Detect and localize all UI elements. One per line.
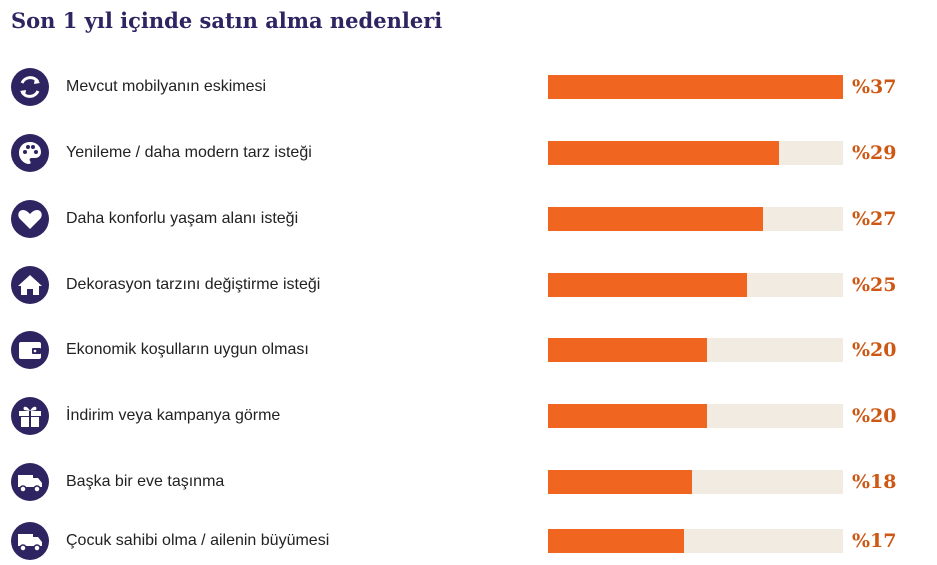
- chart-row: Çocuk sahibi olma / ailenin büyümesi %17: [0, 522, 937, 562]
- bar: [548, 338, 707, 362]
- bar-track: [548, 141, 843, 165]
- refresh-icon: [11, 68, 49, 106]
- bar-value-label: %20: [852, 405, 897, 427]
- palette-icon: [11, 134, 49, 172]
- bar-label: Dekorasyon tarzını değiştirme isteği: [66, 276, 321, 293]
- chart-title: Son 1 yıl içinde satın alma nedenleri: [11, 8, 443, 33]
- chart-row: Başka bir eve taşınma %18: [0, 463, 937, 503]
- bar: [548, 404, 707, 428]
- bar-value-label: %29: [852, 142, 897, 164]
- bar: [548, 470, 692, 494]
- chart-row: Ekonomik koşulların uygun olması %20: [0, 331, 937, 371]
- bar-value-label: %27: [852, 208, 897, 230]
- truck-icon: [11, 522, 49, 560]
- bar-label: İndirim veya kampanya görme: [66, 407, 281, 424]
- truck-icon: [11, 463, 49, 501]
- bar-track: [548, 338, 843, 362]
- bar-value-label: %17: [852, 530, 897, 552]
- chart-row: Yenileme / daha modern tarz isteği %29: [0, 134, 937, 174]
- bar-track: [548, 470, 843, 494]
- bar-value-label: %20: [852, 339, 897, 361]
- bar-track: [548, 75, 843, 99]
- bar-label: Ekonomik koşulların uygun olması: [66, 341, 309, 358]
- chart-row: Dekorasyon tarzını değiştirme isteği %25: [0, 266, 937, 306]
- bar: [548, 141, 779, 165]
- bar: [548, 273, 747, 297]
- bar-track: [548, 529, 843, 553]
- bar-value-label: %25: [852, 274, 897, 296]
- home-icon: [11, 266, 49, 304]
- bar-value-label: %18: [852, 471, 897, 493]
- wallet-icon: [11, 331, 49, 369]
- bar: [548, 207, 763, 231]
- bar-label: Daha konforlu yaşam alanı isteği: [66, 210, 299, 227]
- bar-track: [548, 273, 843, 297]
- bar-track: [548, 207, 843, 231]
- chart-row: Mevcut mobilyanın eskimesi %37: [0, 68, 937, 108]
- heart-icon: [11, 200, 49, 238]
- bar: [548, 75, 843, 99]
- bar-track: [548, 404, 843, 428]
- bar-value-label: %37: [852, 76, 897, 98]
- chart-row: Daha konforlu yaşam alanı isteği %27: [0, 200, 937, 240]
- chart-row: İndirim veya kampanya görme %20: [0, 397, 937, 437]
- bar-label: Yenileme / daha modern tarz isteği: [66, 144, 312, 161]
- bar-label: Mevcut mobilyanın eskimesi: [66, 78, 267, 95]
- gift-icon: [11, 397, 49, 435]
- bar-label: Başka bir eve taşınma: [66, 473, 225, 490]
- bar: [548, 529, 684, 553]
- bar-label: Çocuk sahibi olma / ailenin büyümesi: [66, 532, 330, 549]
